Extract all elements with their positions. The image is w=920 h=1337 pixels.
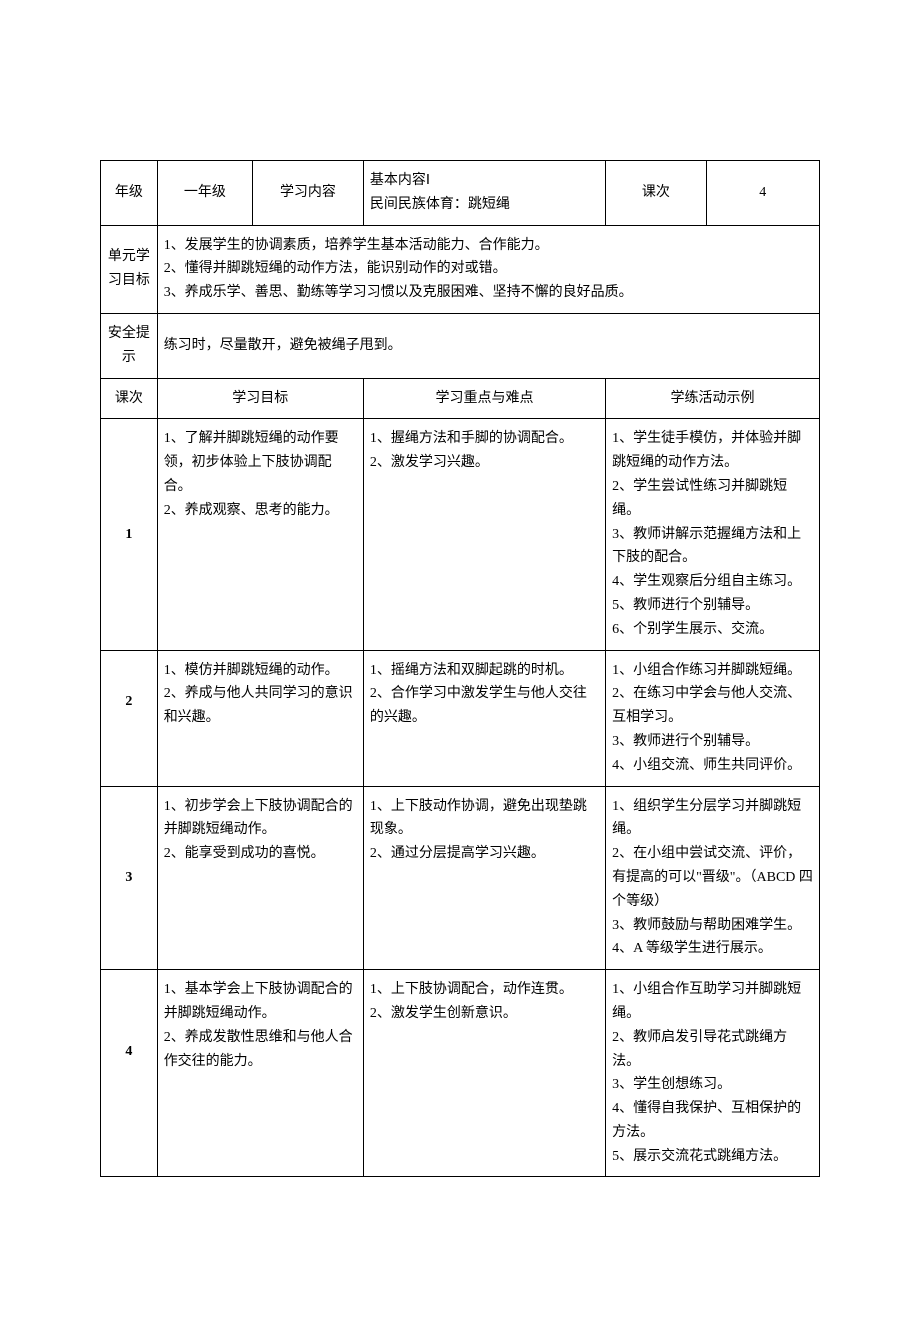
lesson-keypoints: 1、上下肢协调配合，动作连贯。 2、激发学生创新意识。 [363,970,605,1177]
lesson-activities: 1、学生徒手模仿，并体验并脚跳短绳的动作方法。 2、学生尝试性练习并脚跳短绳。 … [606,419,820,650]
unit-goals-content: 1、发展学生的协调素质，培养学生基本活动能力、合作能力。 2、懂得并脚跳短绳的动… [157,225,819,313]
lesson-keypoints: 1、上下肢动作协调，避免出现垫跳现象。 2、通过分层提高学习兴趣。 [363,786,605,970]
lesson-count-value: 4 [706,161,819,226]
safety-row: 安全提示 练习时，尽量散开，避免被绳子甩到。 [101,313,820,378]
lesson-num: 2 [101,650,158,786]
lesson-row: 2 1、模仿并脚跳短绳的动作。 2、养成与他人共同学习的意识和兴趣。 1、摇绳方… [101,650,820,786]
content-label: 学习内容 [253,161,364,226]
lesson-num: 3 [101,786,158,970]
lesson-num: 4 [101,970,158,1177]
content-value: 基本内容Ⅰ 民间民族体育：跳短绳 [363,161,605,226]
header-row: 年级 一年级 学习内容 基本内容Ⅰ 民间民族体育：跳短绳 课次 4 [101,161,820,226]
grade-value: 一年级 [157,161,252,226]
lesson-count-label: 课次 [606,161,707,226]
col-lesson: 课次 [101,378,158,419]
unit-goals-label: 单元学习目标 [101,225,158,313]
lesson-activities: 1、组织学生分层学习并脚跳短绳。 2、在小组中尝试交流、评价，有提高的可以"晋级… [606,786,820,970]
col-activities: 学练活动示例 [606,378,820,419]
lesson-keypoints: 1、握绳方法和手脚的协调配合。 2、激发学习兴趣。 [363,419,605,650]
col-goals: 学习目标 [157,378,363,419]
lesson-num: 1 [101,419,158,650]
column-header-row: 课次 学习目标 学习重点与难点 学练活动示例 [101,378,820,419]
lesson-row: 4 1、基本学会上下肢协调配合的并脚跳短绳动作。 2、养成发散性思维和与他人合作… [101,970,820,1177]
lesson-keypoints: 1、摇绳方法和双脚起跳的时机。 2、合作学习中激发学生与他人交往的兴趣。 [363,650,605,786]
lesson-goals: 1、初步学会上下肢协调配合的并脚跳短绳动作。 2、能享受到成功的喜悦。 [157,786,363,970]
unit-goals-row: 单元学习目标 1、发展学生的协调素质，培养学生基本活动能力、合作能力。 2、懂得… [101,225,820,313]
lesson-goals: 1、基本学会上下肢协调配合的并脚跳短绳动作。 2、养成发散性思维和与他人合作交往… [157,970,363,1177]
lesson-activities: 1、小组合作练习并脚跳短绳。 2、在练习中学会与他人交流、互相学习。 3、教师进… [606,650,820,786]
lesson-goals: 1、模仿并脚跳短绳的动作。 2、养成与他人共同学习的意识和兴趣。 [157,650,363,786]
lesson-plan-table: 年级 一年级 学习内容 基本内容Ⅰ 民间民族体育：跳短绳 课次 4 单元学习目标… [100,160,820,1177]
lesson-row: 1 1、了解并脚跳短绳的动作要领，初步体验上下肢协调配合。 2、养成观察、思考的… [101,419,820,650]
safety-content: 练习时，尽量散开，避免被绳子甩到。 [157,313,819,378]
grade-label: 年级 [101,161,158,226]
col-keypoints: 学习重点与难点 [363,378,605,419]
safety-label: 安全提示 [101,313,158,378]
lesson-activities: 1、小组合作互助学习并脚跳短绳。 2、教师启发引导花式跳绳方法。 3、学生创想练… [606,970,820,1177]
lesson-row: 3 1、初步学会上下肢协调配合的并脚跳短绳动作。 2、能享受到成功的喜悦。 1、… [101,786,820,970]
lesson-goals: 1、了解并脚跳短绳的动作要领，初步体验上下肢协调配合。 2、养成观察、思考的能力… [157,419,363,650]
